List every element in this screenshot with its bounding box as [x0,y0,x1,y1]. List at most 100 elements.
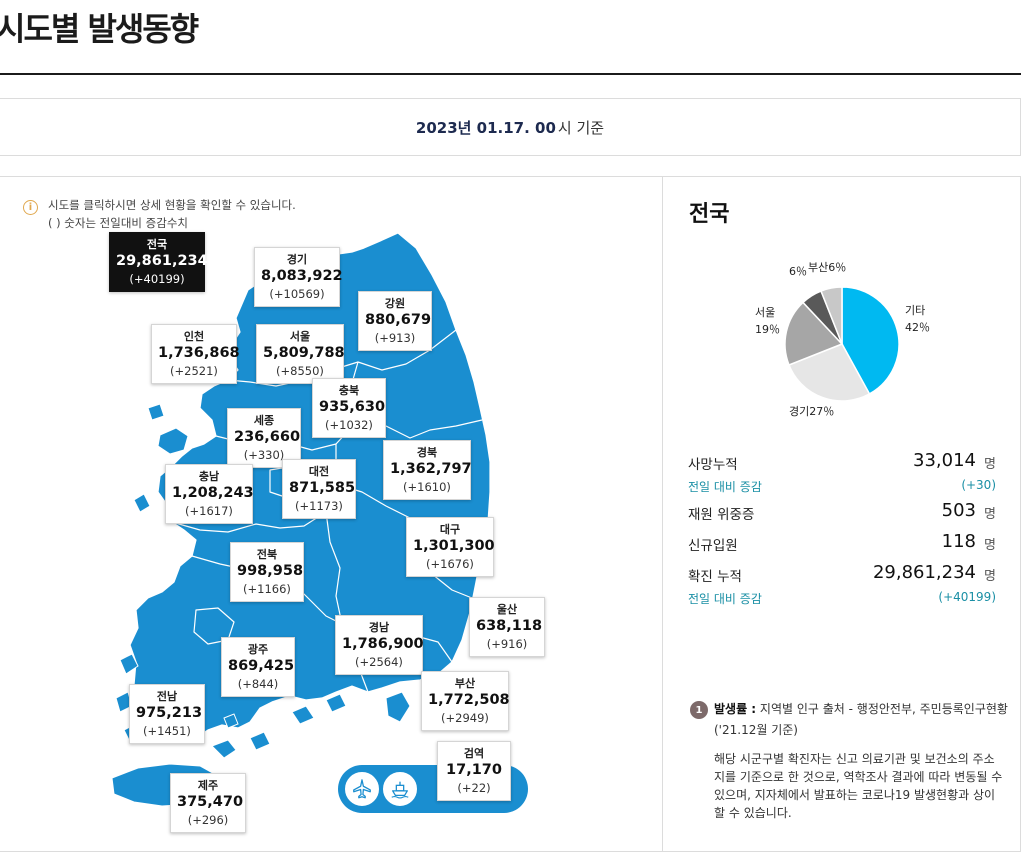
stat-confirmed: 확진 누적 29,861,234 명 [688,562,996,586]
page-title: 시도별 발생동향 [0,10,199,48]
content-panel [0,176,1021,852]
region-value: 1,301,300 [413,538,495,554]
region-chungnam[interactable]: 충남 1,208,243 (+1617) [165,464,254,524]
note-number-badge: 1 [690,701,708,719]
stat-confirmed-delta: 전일 대비 증감 (+40199) [688,590,996,606]
region-name: 검역 [463,747,485,760]
region-delta: (+330) [243,448,285,462]
side-title: 전국 [689,202,730,227]
region-name: 전남 [156,690,178,703]
date-suffix: 시 기준 [557,118,605,137]
stat-deaths-delta: 전일 대비 증감 (+30) [688,478,996,494]
region-value: 375,470 [177,794,244,810]
region-value: 5,809,788 [263,345,345,361]
pie-label-busan: 부산6％ [808,261,847,274]
region-value: 29,861,234 [116,253,208,269]
info-icon: i [23,200,38,215]
region-quarantine[interactable]: 검역 17,170 (+22) [437,741,511,801]
region-delta: (+2521) [170,364,218,378]
region-delta: (+40199) [129,272,185,286]
stat-value: 29,861,234 [872,562,976,583]
region-delta: (+844) [237,677,279,691]
pie-slice-0 [841,286,900,395]
region-daegu[interactable]: 대구 1,301,300 (+1676) [406,517,495,577]
region-daejeon[interactable]: 대전 871,585 (+1173) [282,459,356,519]
region-gyeongnam[interactable]: 경남 1,786,900 (+2564) [335,615,424,675]
ship-icon [391,781,409,799]
region-delta: (+1451) [143,724,191,738]
region-gangwon[interactable]: 강원 880,679 (+913) [358,291,432,351]
stat-label: 재원 위중증 [688,507,755,523]
region-value: 869,425 [228,658,295,674]
region-value: 1,362,797 [390,461,472,477]
region-seoul[interactable]: 서울 5,809,788 (+8550) [256,324,345,384]
region-delta: (+2564) [355,655,403,669]
stat-sub-value: (+40199) [938,590,996,604]
stat-label: 확진 누적 [688,569,742,585]
region-national[interactable]: 전국 29,861,234 (+40199) [109,232,208,292]
region-name: 전국 [146,238,168,251]
region-name: 울산 [496,603,518,616]
region-delta: (+10569) [269,287,325,301]
pie-slice-1 [788,343,871,402]
region-delta: (+1173) [295,499,343,513]
region-value: 17,170 [446,762,502,778]
region-name: 서울 [289,330,311,343]
region-jeonbuk[interactable]: 전북 998,958 (+1166) [230,542,304,602]
region-delta: (+916) [486,637,528,651]
pie-label-seoul: 서울 19％ [755,306,780,336]
pie-label-other: 6％ [789,265,807,278]
stat-sub-label: 전일 대비 증감 [688,592,762,606]
region-gyeongbuk[interactable]: 경북 1,362,797 (+1610) [383,440,472,500]
region-delta: (+8550) [276,364,324,378]
region-gwangju[interactable]: 광주 869,425 (+844) [221,637,295,697]
region-name: 경남 [368,621,390,634]
region-chungbuk[interactable]: 충북 935,630 (+1032) [312,378,386,438]
region-delta: (+1032) [325,418,373,432]
airport-button[interactable] [343,770,381,808]
stat-deaths: 사망누적 33,014 명 [688,450,996,474]
region-incheon[interactable]: 인천 1,736,868 (+2521) [151,324,240,384]
region-value: 236,660 [234,429,301,445]
note-body: 해당 시군구별 확진자는 신고 의료기관 및 보건소의 주소지를 기준으로 한 … [714,752,1003,820]
region-name: 경북 [416,446,438,459]
date-value: 2023년 01.17. 00 [415,118,556,137]
region-name: 세종 [253,414,275,427]
region-busan[interactable]: 부산 1,772,508 (+2949) [421,671,510,731]
stat-label: 신규입원 [688,538,738,554]
region-value: 871,585 [289,480,356,496]
region-value: 1,786,900 [342,636,424,652]
note-heading-text: 지역별 인구 출처 - 행정안전부, 주민등록인구현황 ('21.12월 기준) [714,702,1008,737]
region-delta: (+296) [187,813,229,827]
region-name: 대구 [439,523,461,536]
stat-sub-label: 전일 대비 증감 [688,480,762,494]
region-name: 경기 [286,253,308,266]
title-divider [0,73,1021,75]
region-jeonnam[interactable]: 전남 975,213 (+1451) [129,684,205,744]
stat-unit: 명 [984,507,996,522]
info-line-delta: ( ) 숫자는 전일대비 증감수치 [48,216,188,230]
region-name: 인천 [183,330,205,343]
region-delta: (+1676) [426,557,474,571]
region-value: 1,772,508 [428,692,510,708]
region-value: 638,118 [476,618,543,634]
date-bar: 2023년 01.17. 00 시 기준 [0,98,1021,156]
region-delta: (+913) [374,331,416,345]
region-jeju[interactable]: 제주 375,470 (+296) [170,773,246,833]
seaport-button[interactable] [381,770,419,808]
region-value: 975,213 [136,705,203,721]
region-value: 8,083,922 [261,268,343,284]
note-heading-label: 발생률 : [714,702,757,716]
share-pie-chart [784,286,900,402]
region-value: 880,679 [365,312,432,328]
region-value: 1,736,868 [158,345,240,361]
region-gyeonggi[interactable]: 경기 8,083,922 (+10569) [254,247,343,307]
region-ulsan[interactable]: 울산 638,118 (+916) [469,597,545,657]
region-delta: (+22) [457,781,491,795]
region-delta: (+1166) [243,582,291,596]
region-delta: (+1610) [403,480,451,494]
region-value: 935,630 [319,399,386,415]
region-sejong[interactable]: 세종 236,660 (+330) [227,408,301,468]
region-name: 강원 [384,297,406,310]
pie-slice-2 [784,301,844,366]
